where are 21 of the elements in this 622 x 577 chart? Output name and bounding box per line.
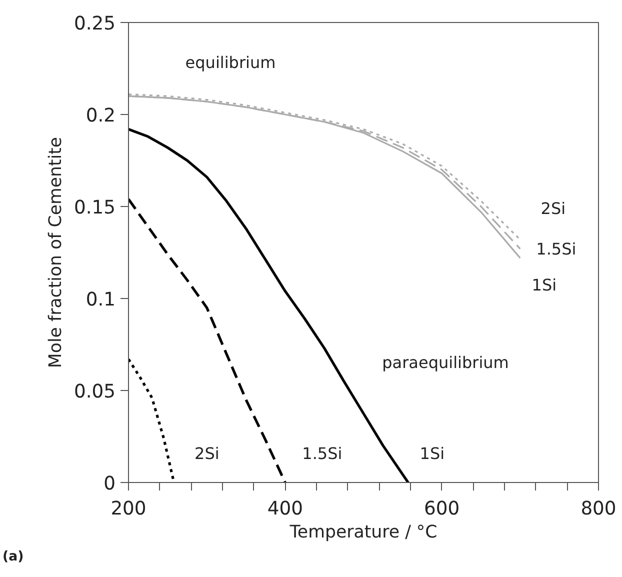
series-label: 2Si — [194, 444, 220, 463]
x-tick-label: 600 — [424, 498, 460, 520]
annotation: paraequilibrium — [382, 353, 509, 372]
x-axis-title: Temperature / °C — [288, 522, 438, 542]
y-tick-label: 0.15 — [74, 198, 116, 218]
x-tick-label: 400 — [267, 498, 303, 520]
y-tick-label: 0.2 — [86, 106, 116, 126]
y-tick-label: 0 — [104, 474, 116, 494]
x-tick-label: 200 — [110, 498, 146, 520]
series-label: 1.5Si — [536, 239, 576, 258]
series-label: 1Si — [532, 276, 557, 295]
y-tick-label: 0.25 — [74, 14, 116, 34]
series-label: 1Si — [420, 444, 445, 463]
y-axis-title: Mole fraction of Cementite — [46, 136, 66, 368]
x-tick-label: 800 — [580, 498, 616, 520]
series-label: 2Si — [540, 199, 566, 218]
text: (a) — [2, 550, 24, 564]
y-tick-label: 0.05 — [74, 382, 116, 402]
y-tick-label: 0.1 — [86, 290, 116, 310]
annotation: equilibrium — [185, 53, 276, 72]
series-label: 1.5Si — [302, 444, 342, 463]
